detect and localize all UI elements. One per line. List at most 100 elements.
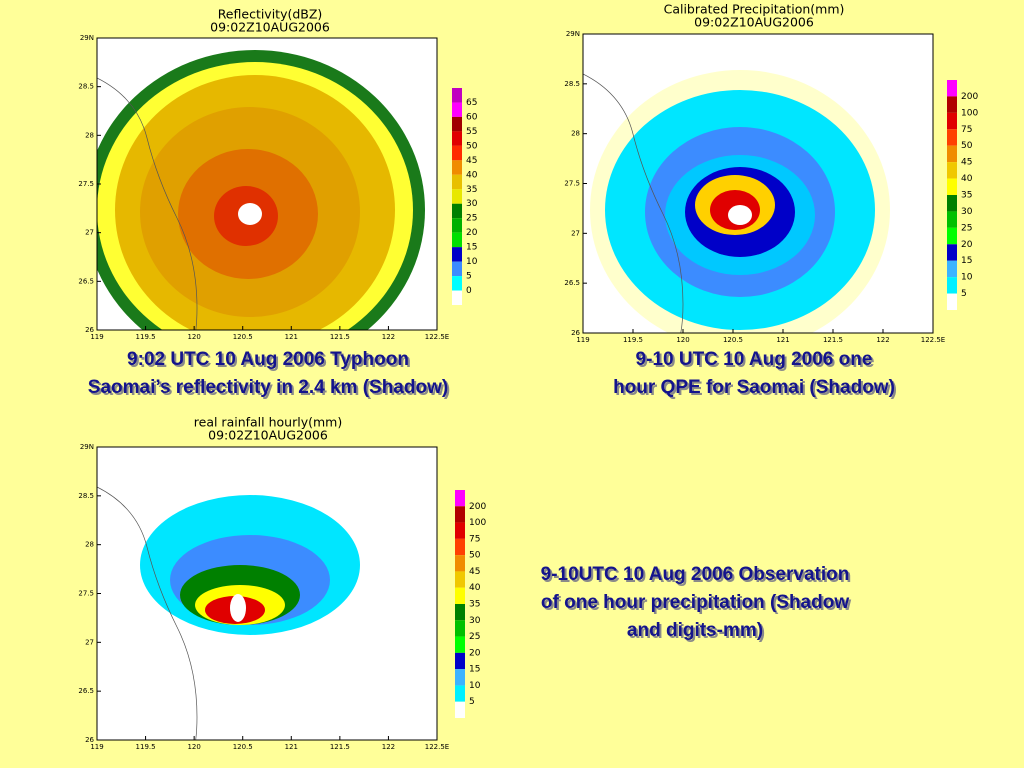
colorbar-swatch (452, 261, 462, 277)
colorbar-swatch (455, 620, 465, 637)
y-tick-label: 28 (85, 541, 94, 549)
colorbar-swatch (455, 490, 465, 507)
colorbar-swatch (947, 293, 957, 310)
map-panel: Reflectivity(dBZ)09:02Z10AUG2006 29N 28.5 2… (78, 7, 478, 342)
colorbar-swatch (452, 116, 462, 132)
colorbar-swatch (455, 636, 465, 653)
colorbar-label: 35 (466, 185, 477, 195)
colorbar-label: 50 (466, 141, 478, 151)
x-tick-label: 121 (285, 333, 298, 341)
y-tick-label: 27.5 (78, 590, 94, 598)
x-tick-label: 120 (676, 336, 689, 344)
y-tick-label: 28.5 (564, 80, 580, 88)
x-tick-label: 121.5 (330, 333, 350, 341)
map-time: 09:02Z10AUG2006 (210, 20, 330, 35)
colorbar-label: 45 (466, 156, 477, 166)
colorbar-label: 200 (961, 92, 978, 102)
colorbar-swatch (947, 162, 957, 179)
x-tick-label: 119.5 (136, 743, 156, 751)
x-tick-label: 119.5 (136, 333, 156, 341)
caption-line: Saomai’s reflectivity in 2.4 km (Shadow) (87, 377, 449, 398)
x-tick-label: 122.5E (425, 743, 449, 751)
y-tick-label: 27 (85, 638, 94, 646)
colorbar-swatch (455, 522, 465, 539)
colorbar-label: 50 (469, 551, 481, 561)
y-tick-label: 29N (566, 30, 580, 38)
precip-shading (230, 594, 246, 622)
y-tick-label: 26.5 (78, 687, 94, 695)
caption-line: hour QPE for Saomai (Shadow) (613, 377, 895, 398)
caption-line: 9-10UTC 10 Aug 2006 Observation (540, 564, 850, 585)
map-field (583, 70, 890, 333)
y-tick-label: 28 (85, 131, 94, 139)
x-tick-label: 122 (382, 743, 395, 751)
precip-shading (728, 205, 752, 225)
map-field (97, 486, 360, 740)
x-tick-label: 122.5E (425, 333, 449, 341)
caption: 9-10UTC 10 Aug 2006 Observation of one ho… (435, 561, 955, 645)
y-tick-label: 26 (85, 326, 94, 334)
map-time: 09:02Z10AUG2006 (208, 428, 328, 443)
colorbar-label: 20 (469, 648, 481, 658)
colorbar-label: 15 (469, 665, 480, 675)
y-tick-label: 29N (80, 443, 94, 451)
colorbar-label: 5 (466, 272, 472, 282)
colorbar-label: 40 (961, 174, 973, 184)
colorbar-label: 10 (961, 273, 973, 283)
colorbar-label: 20 (961, 240, 973, 250)
caption-line: 9-10 UTC 10 Aug 2006 one (635, 349, 873, 370)
x-tick-label: 119 (90, 333, 103, 341)
colorbar-swatch (452, 247, 462, 262)
colorbar-swatch (455, 669, 465, 686)
colorbar-swatch (455, 685, 465, 702)
colorbar-swatch (452, 174, 462, 190)
colorbar-label: 30 (961, 207, 973, 217)
colorbar-swatch (455, 571, 465, 588)
colorbar-label: 10 (469, 681, 481, 691)
map-title: real rainfall hourly(mm) (194, 415, 342, 430)
colorbar-swatch (947, 211, 957, 228)
x-tick-label: 122 (876, 336, 889, 344)
colorbar-swatch (455, 587, 465, 604)
colorbar-label: 75 (961, 125, 972, 135)
colorbar-label: 100 (469, 518, 486, 528)
colorbar-label: 30 (469, 616, 481, 626)
colorbar-label: 25 (469, 632, 480, 642)
colorbar-swatch (947, 112, 957, 130)
map-field (97, 50, 425, 330)
colorbar-label: 55 (466, 127, 477, 137)
x-tick-label: 121 (776, 336, 789, 344)
colorbar-swatch (452, 160, 462, 175)
colorbar-swatch (452, 203, 462, 219)
colorbar-label: 0 (466, 286, 472, 296)
colorbar-swatch (452, 189, 462, 204)
colorbar-swatch (452, 145, 462, 161)
caption: 9:02 UTC 10 Aug 2006 Typhoon Saomai’s ref… (8, 346, 528, 402)
y-tick-label: 28 (571, 130, 580, 138)
map-title: Reflectivity(dBZ) (218, 7, 323, 22)
y-tick-label: 27 (85, 229, 94, 237)
colorbar-label: 75 (469, 534, 480, 544)
colorbar-swatch (947, 260, 957, 278)
y-tick-label: 28.5 (78, 83, 94, 91)
colorbar-swatch (455, 555, 465, 572)
x-tick-label: 119 (576, 336, 589, 344)
colorbar-swatch (455, 604, 465, 621)
colorbar-label: 50 (961, 141, 973, 151)
caption-line: 9:02 UTC 10 Aug 2006 Typhoon (127, 349, 409, 370)
colorbar-swatch (455, 538, 465, 556)
colorbar-swatch (452, 232, 462, 248)
colorbar-swatch (452, 88, 462, 103)
coastline (583, 73, 684, 333)
x-tick-label: 122 (382, 333, 395, 341)
caption-line: and digits-mm) (626, 620, 764, 641)
colorbar-swatch (947, 178, 957, 195)
x-tick-label: 119 (90, 743, 103, 751)
colorbar-label: 5 (469, 697, 475, 707)
colorbar-swatch (455, 701, 465, 718)
coastline (97, 486, 198, 740)
colorbar-label: 100 (961, 108, 978, 118)
colorbar-swatch (947, 277, 957, 294)
colorbar-label: 65 (466, 98, 477, 108)
